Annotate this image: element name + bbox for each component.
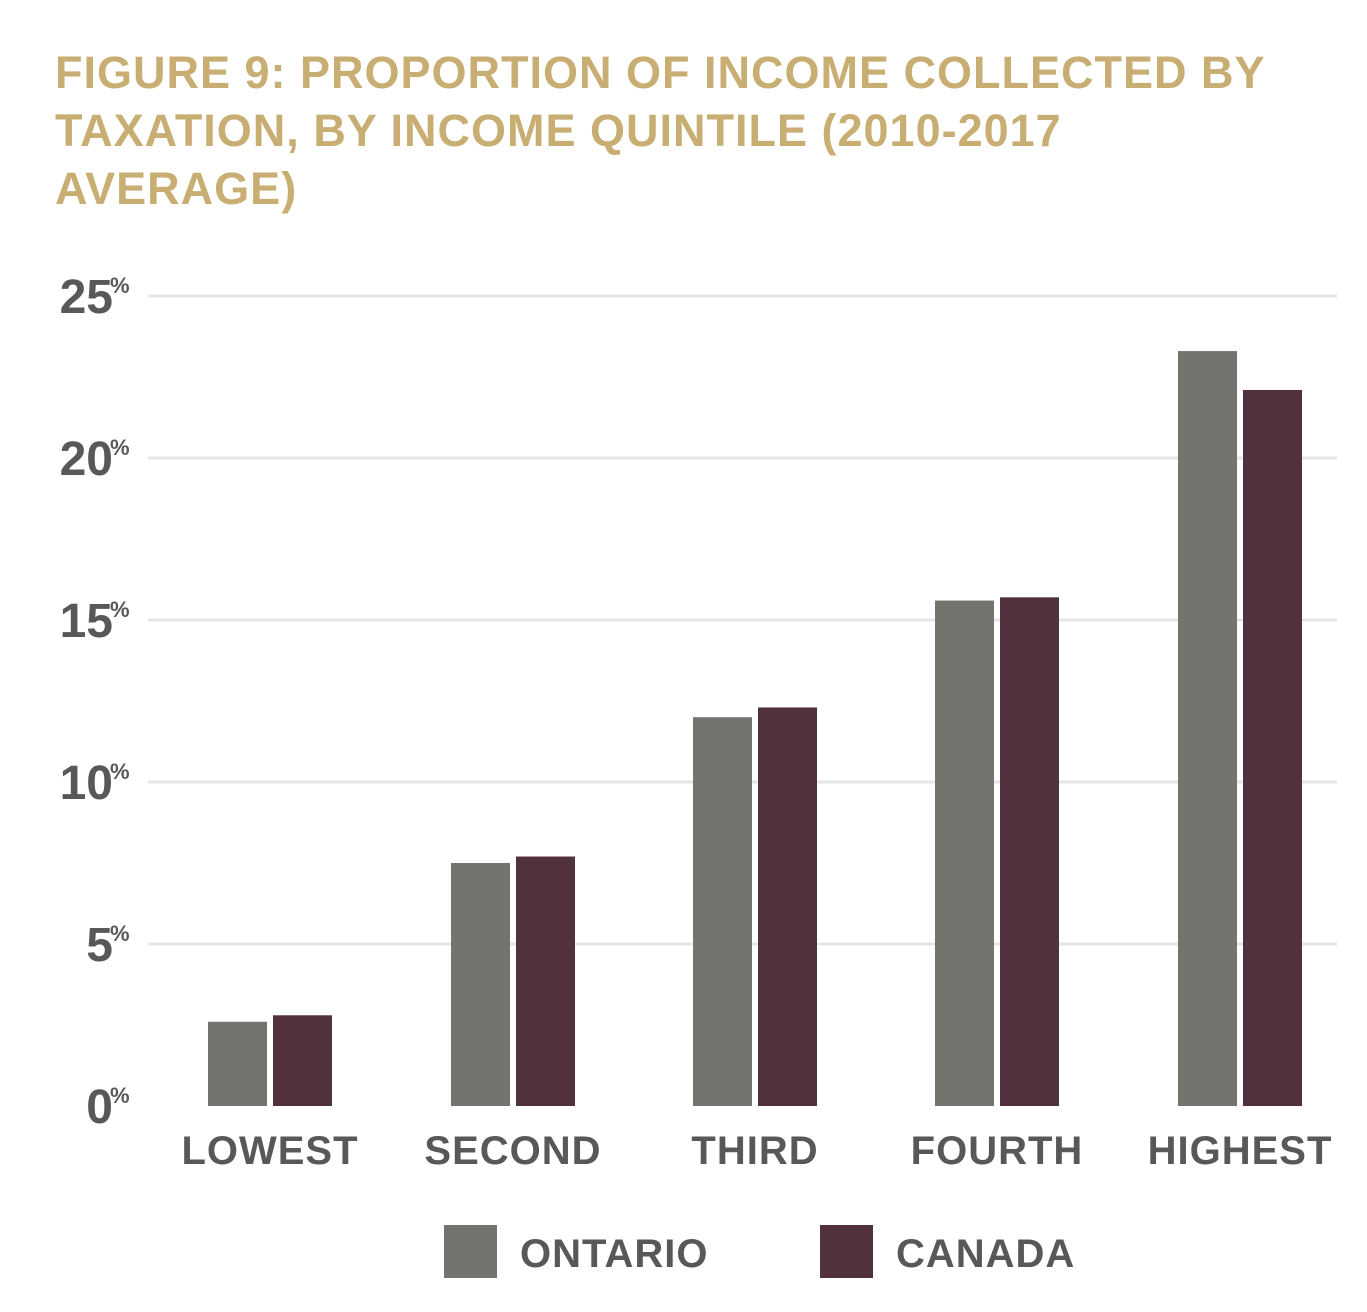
y-tick-label-25: 25	[60, 271, 113, 324]
y-tick-suffix-15: %	[110, 597, 130, 622]
y-tick-label-0: 0	[86, 1081, 113, 1134]
chart-title: FIGURE 9: PROPORTION OF INCOME COLLECTED…	[55, 47, 1265, 214]
bar-canada-fourth	[1000, 597, 1059, 1106]
bar-layer	[208, 351, 1302, 1107]
y-tick-suffix-25: %	[110, 273, 130, 298]
y-axis: 0%5%10%15%20%25%	[60, 271, 130, 1134]
bar-ontario-fourth	[935, 600, 994, 1106]
y-tick-suffix-10: %	[110, 759, 130, 784]
x-tick-label-highest: HIGHEST	[1148, 1129, 1333, 1173]
x-tick-label-third: THIRD	[691, 1129, 818, 1173]
y-tick-suffix-5: %	[110, 921, 130, 946]
legend-label-ontario: ONTARIO	[520, 1232, 708, 1276]
bar-ontario-third	[693, 717, 752, 1106]
x-tick-label-second: SECOND	[424, 1129, 601, 1173]
bar-ontario-lowest	[208, 1021, 267, 1106]
bar-canada-lowest	[273, 1015, 332, 1106]
legend-swatch-canada	[820, 1225, 873, 1278]
grid-layer	[148, 294, 1337, 946]
bar-canada-second	[516, 856, 575, 1106]
x-tick-label-fourth: FOURTH	[911, 1129, 1084, 1173]
legend: ONTARIO CANADA	[444, 1225, 1075, 1278]
y-tick-suffix-20: %	[110, 435, 130, 460]
y-tick-label-20: 20	[60, 433, 113, 486]
x-axis: LOWEST SECOND THIRD FOURTH HIGHEST	[181, 1129, 1333, 1173]
bar-canada-third	[758, 707, 817, 1106]
y-tick-label-10: 10	[60, 757, 113, 810]
y-tick-suffix-0: %	[110, 1083, 130, 1108]
bar-canada-highest	[1243, 389, 1302, 1107]
bar-ontario-second	[451, 863, 510, 1106]
bar-ontario-highest	[1178, 351, 1237, 1107]
x-tick-label-lowest: LOWEST	[181, 1129, 358, 1173]
y-tick-label-5: 5	[86, 919, 113, 972]
legend-label-canada: CANADA	[896, 1232, 1075, 1276]
legend-swatch-ontario	[444, 1225, 497, 1278]
y-tick-label-15: 15	[60, 595, 113, 648]
